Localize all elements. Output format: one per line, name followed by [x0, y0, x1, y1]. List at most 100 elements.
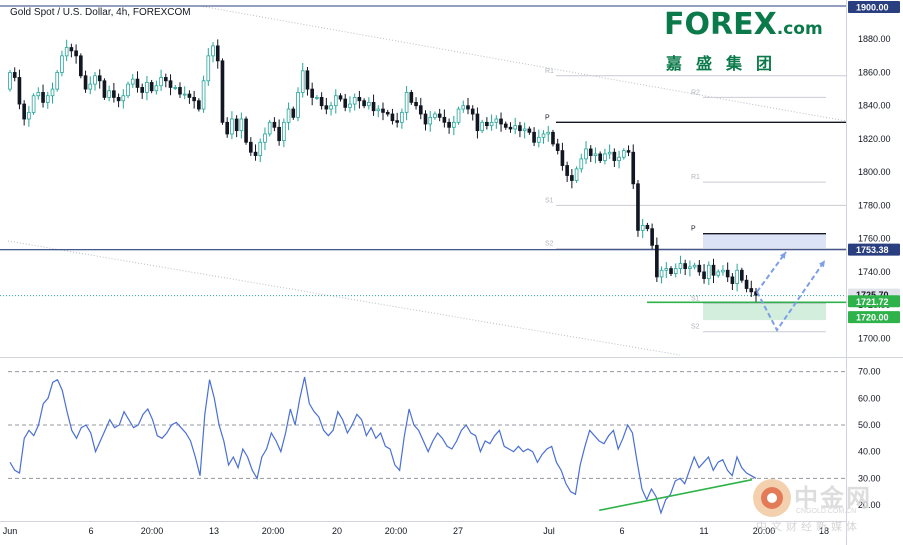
- time-tick-label: 6: [619, 526, 624, 536]
- candle-body: [225, 121, 230, 135]
- candle-body: [494, 118, 499, 123]
- candle-body: [588, 148, 593, 156]
- candle-body: [182, 93, 187, 96]
- candle-body: [470, 108, 475, 115]
- candle-body: [248, 141, 253, 153]
- candle-body: [60, 55, 64, 73]
- rsi-axis[interactable]: 20.00 30.00 40.00 50.00 60.00 70.00: [858, 367, 881, 510]
- candle-body: [267, 121, 272, 135]
- time-tick-label: 6: [88, 526, 93, 536]
- time-axis[interactable]: Jun 6 20:00 13 20:00 20 20:00 27 Jul 6 11 20:00 18: [3, 526, 829, 536]
- candle-body: [423, 113, 428, 125]
- arrow-head: [779, 251, 786, 259]
- price-tick-label: 1820.00: [858, 134, 891, 144]
- candle-body: [560, 150, 565, 166]
- candle-body: [433, 113, 437, 118]
- candle-body: [584, 148, 588, 160]
- candle-body: [400, 111, 404, 123]
- candle-body: [395, 120, 399, 123]
- candle-body: [692, 264, 697, 268]
- candle-body: [532, 131, 536, 143]
- watermark: 中金网 CNGOLD.COM.CN 中文财经新媒体: [748, 474, 898, 536]
- candle-body: [230, 118, 234, 135]
- candle-body: [376, 108, 381, 112]
- price-tick-label: 1760.00: [858, 234, 891, 244]
- candle-body: [329, 105, 333, 110]
- pivot-levels: R1 P S1 S2 R2 R1 P S1 S2: [545, 68, 846, 333]
- rsi-tick-label: 40.00: [858, 447, 881, 457]
- candle-body: [338, 95, 343, 100]
- candle-body: [263, 133, 267, 143]
- time-tick-label: 27: [453, 526, 463, 536]
- candle-body: [348, 103, 352, 108]
- pivot-label: R1: [545, 68, 554, 75]
- candle-body: [239, 118, 244, 132]
- chart-title: Gold Spot / U.S. Dollar, 4h, FOREXCOM: [10, 7, 191, 18]
- logo-cn-text: 嘉盛集团: [666, 54, 787, 73]
- candle-body: [135, 78, 140, 88]
- candle-body: [390, 113, 395, 122]
- candle-body: [555, 143, 560, 151]
- forex-logo: FOREX.com 嘉盛集团: [664, 10, 844, 74]
- candle-body: [244, 118, 248, 143]
- candle-body: [126, 83, 130, 97]
- candle-body: [220, 60, 225, 123]
- price-tag: [848, 1, 900, 13]
- candle-body: [64, 47, 69, 57]
- candle-body: [702, 271, 706, 279]
- candle-body: [418, 105, 423, 115]
- candle-body: [291, 108, 296, 118]
- candle-body: [721, 269, 725, 273]
- time-tick-label: Jul: [543, 526, 555, 536]
- candle-body: [513, 125, 518, 130]
- price-tag-label: 1725.70: [856, 290, 889, 300]
- candle-body: [282, 121, 286, 142]
- candle-body: [659, 269, 664, 278]
- candle-body: [69, 47, 74, 52]
- candle-body: [716, 271, 721, 276]
- candle-body: [442, 116, 447, 123]
- rsi-tick-label: 60.00: [858, 393, 881, 403]
- candle-body: [296, 92, 300, 118]
- candle-body: [102, 80, 107, 98]
- candle-body: [730, 276, 735, 284]
- time-tick-label: 20:00: [753, 526, 776, 536]
- support-zone: [703, 302, 826, 321]
- projection-arrows: [756, 251, 826, 333]
- candle-body: [749, 288, 754, 293]
- projection-arrow: [756, 259, 826, 333]
- candle-body: [546, 131, 551, 135]
- price-tag-label: 1900.00: [856, 3, 889, 13]
- candle-body: [673, 268, 678, 274]
- pivot-label: R1: [691, 174, 700, 181]
- candle-body: [678, 263, 683, 269]
- candle-body: [740, 269, 744, 281]
- candle-body: [414, 101, 418, 107]
- candle-body: [593, 153, 598, 156]
- candle-body: [27, 111, 31, 120]
- candle-body: [518, 125, 522, 132]
- price-tag: [848, 311, 900, 324]
- candlestick-series: [8, 39, 758, 302]
- time-tick-label: 13: [209, 526, 219, 536]
- rsi-trendline: [599, 478, 753, 512]
- candle-body: [664, 268, 669, 271]
- candle-body: [154, 85, 159, 92]
- candle-body: [343, 98, 348, 108]
- candle-body: [631, 151, 636, 185]
- watermark-name: 中金网: [794, 484, 872, 512]
- price-tick-label: 1840.00: [858, 101, 891, 111]
- candle-body: [645, 224, 650, 230]
- rsi-tick-label: 30.00: [858, 473, 881, 483]
- candle-body: [211, 45, 215, 57]
- price-tick-label: 1800.00: [858, 167, 891, 177]
- candle-body: [93, 75, 97, 85]
- candle-body: [404, 92, 409, 113]
- time-tick-label: 20:00: [385, 526, 408, 536]
- watermark-site: CNGOLD.COM.CN: [796, 508, 857, 515]
- candle-body: [381, 108, 385, 113]
- candle-body: [650, 228, 654, 246]
- candle-body: [145, 82, 149, 93]
